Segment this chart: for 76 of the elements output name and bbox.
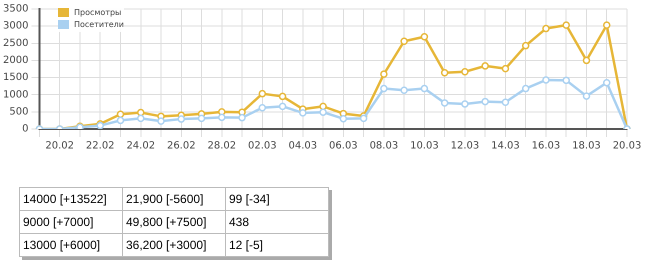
point <box>461 100 469 108</box>
x-tick-label: 10.03 <box>410 140 439 152</box>
point <box>481 98 489 106</box>
point <box>522 84 530 92</box>
y-tick-label: 1000 <box>2 89 28 100</box>
point <box>360 114 368 122</box>
x-tick-label: 28.02 <box>207 140 236 152</box>
point <box>380 70 388 78</box>
legend-label: Посетители <box>74 20 124 29</box>
y-tick-label: 2500 <box>2 38 28 49</box>
text: 12 [-5] <box>226 234 328 256</box>
point <box>319 102 327 110</box>
point <box>582 56 590 64</box>
point <box>319 108 327 116</box>
x-tick-label: 24.02 <box>126 140 156 152</box>
legend-label: Просмотры <box>74 8 122 17</box>
point <box>400 37 408 45</box>
point <box>542 76 550 84</box>
text: 36,200 [+3000] <box>122 234 226 256</box>
x-tick-label: 08.03 <box>370 140 398 152</box>
point <box>502 64 510 72</box>
point <box>116 110 124 118</box>
point <box>582 92 590 100</box>
point <box>116 116 124 124</box>
point <box>340 114 348 122</box>
text: 9000 [+7000] <box>20 210 122 234</box>
point <box>238 114 246 122</box>
point <box>602 21 610 29</box>
point <box>522 42 530 50</box>
x-tick-label: 20.03 <box>612 140 642 152</box>
x-tick-label: 04.03 <box>288 140 318 152</box>
point <box>157 117 165 125</box>
point <box>440 99 448 107</box>
text: 14000 [+13522] <box>20 188 122 210</box>
y-tick-label: 2000 <box>2 55 28 66</box>
x-tick-label: 18.03 <box>572 140 601 152</box>
text: 49,800 [+7500] <box>122 210 226 234</box>
point <box>137 108 144 116</box>
point <box>218 114 226 122</box>
point <box>137 114 144 122</box>
x-tick-label: 02.03 <box>248 140 277 152</box>
y-tick-label: 0 <box>22 124 28 135</box>
point <box>420 84 428 92</box>
x-tick-label: 20.02 <box>45 140 74 152</box>
text: 21,900 [-5600] <box>122 188 226 210</box>
text: 438 <box>226 210 328 234</box>
text: 99 [-34] <box>226 188 328 210</box>
point <box>258 90 266 98</box>
text: 13000 [+6000] <box>20 234 122 256</box>
y-tick-label: 1500 <box>2 72 28 84</box>
point <box>542 24 550 32</box>
y-tick-label: 3500 <box>2 4 28 15</box>
point <box>258 104 266 112</box>
x-tick-label: 16.03 <box>532 140 560 152</box>
point <box>502 98 510 106</box>
y-tick-label: 3000 <box>2 20 28 32</box>
point <box>440 69 448 77</box>
point <box>178 115 186 123</box>
point <box>198 114 206 122</box>
point <box>461 68 469 76</box>
x-tick-label: 06.03 <box>329 140 358 152</box>
point <box>278 92 286 100</box>
point <box>602 78 610 86</box>
point <box>481 62 489 70</box>
y-tick-label: 500 <box>9 106 28 118</box>
x-tick-label: 26.02 <box>166 140 196 152</box>
x-tick-label: 12.03 <box>450 140 480 152</box>
point <box>299 109 307 117</box>
x-tick-label: 14.03 <box>491 140 520 152</box>
point <box>380 84 388 92</box>
x-tick-label: 22.02 <box>86 140 115 152</box>
point <box>278 102 286 110</box>
point <box>420 33 428 41</box>
point <box>562 76 570 84</box>
point <box>400 86 408 94</box>
point <box>562 21 570 29</box>
